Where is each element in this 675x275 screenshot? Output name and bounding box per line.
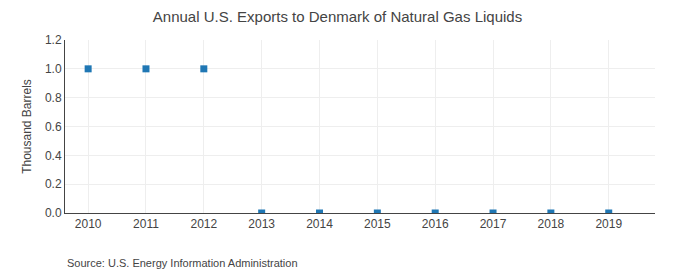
svg-text:0.6: 0.6 [45,120,62,134]
svg-text:2011: 2011 [133,217,159,231]
svg-text:2019: 2019 [595,217,622,231]
svg-text:2012: 2012 [190,217,217,231]
svg-text:2010: 2010 [75,217,102,231]
svg-text:0.4: 0.4 [45,149,62,163]
svg-text:2013: 2013 [248,217,275,231]
svg-text:0.2: 0.2 [45,177,62,191]
svg-text:0.8: 0.8 [45,91,62,105]
svg-text:2018: 2018 [538,217,565,231]
svg-text:2016: 2016 [422,217,449,231]
svg-text:1.0: 1.0 [45,62,62,76]
svg-text:2015: 2015 [364,217,391,231]
svg-text:1.2: 1.2 [45,33,62,47]
svg-text:0.0: 0.0 [45,206,62,220]
svg-text:2017: 2017 [480,217,507,231]
svg-text:Thousand Barrels: Thousand Barrels [20,79,34,174]
svg-text:2014: 2014 [306,217,333,231]
svg-text:Source: U.S. Energy Informatio: Source: U.S. Energy Information Administ… [67,257,298,269]
svg-text:Annual U.S. Exports to Denmark: Annual U.S. Exports to Denmark of Natura… [153,8,522,25]
